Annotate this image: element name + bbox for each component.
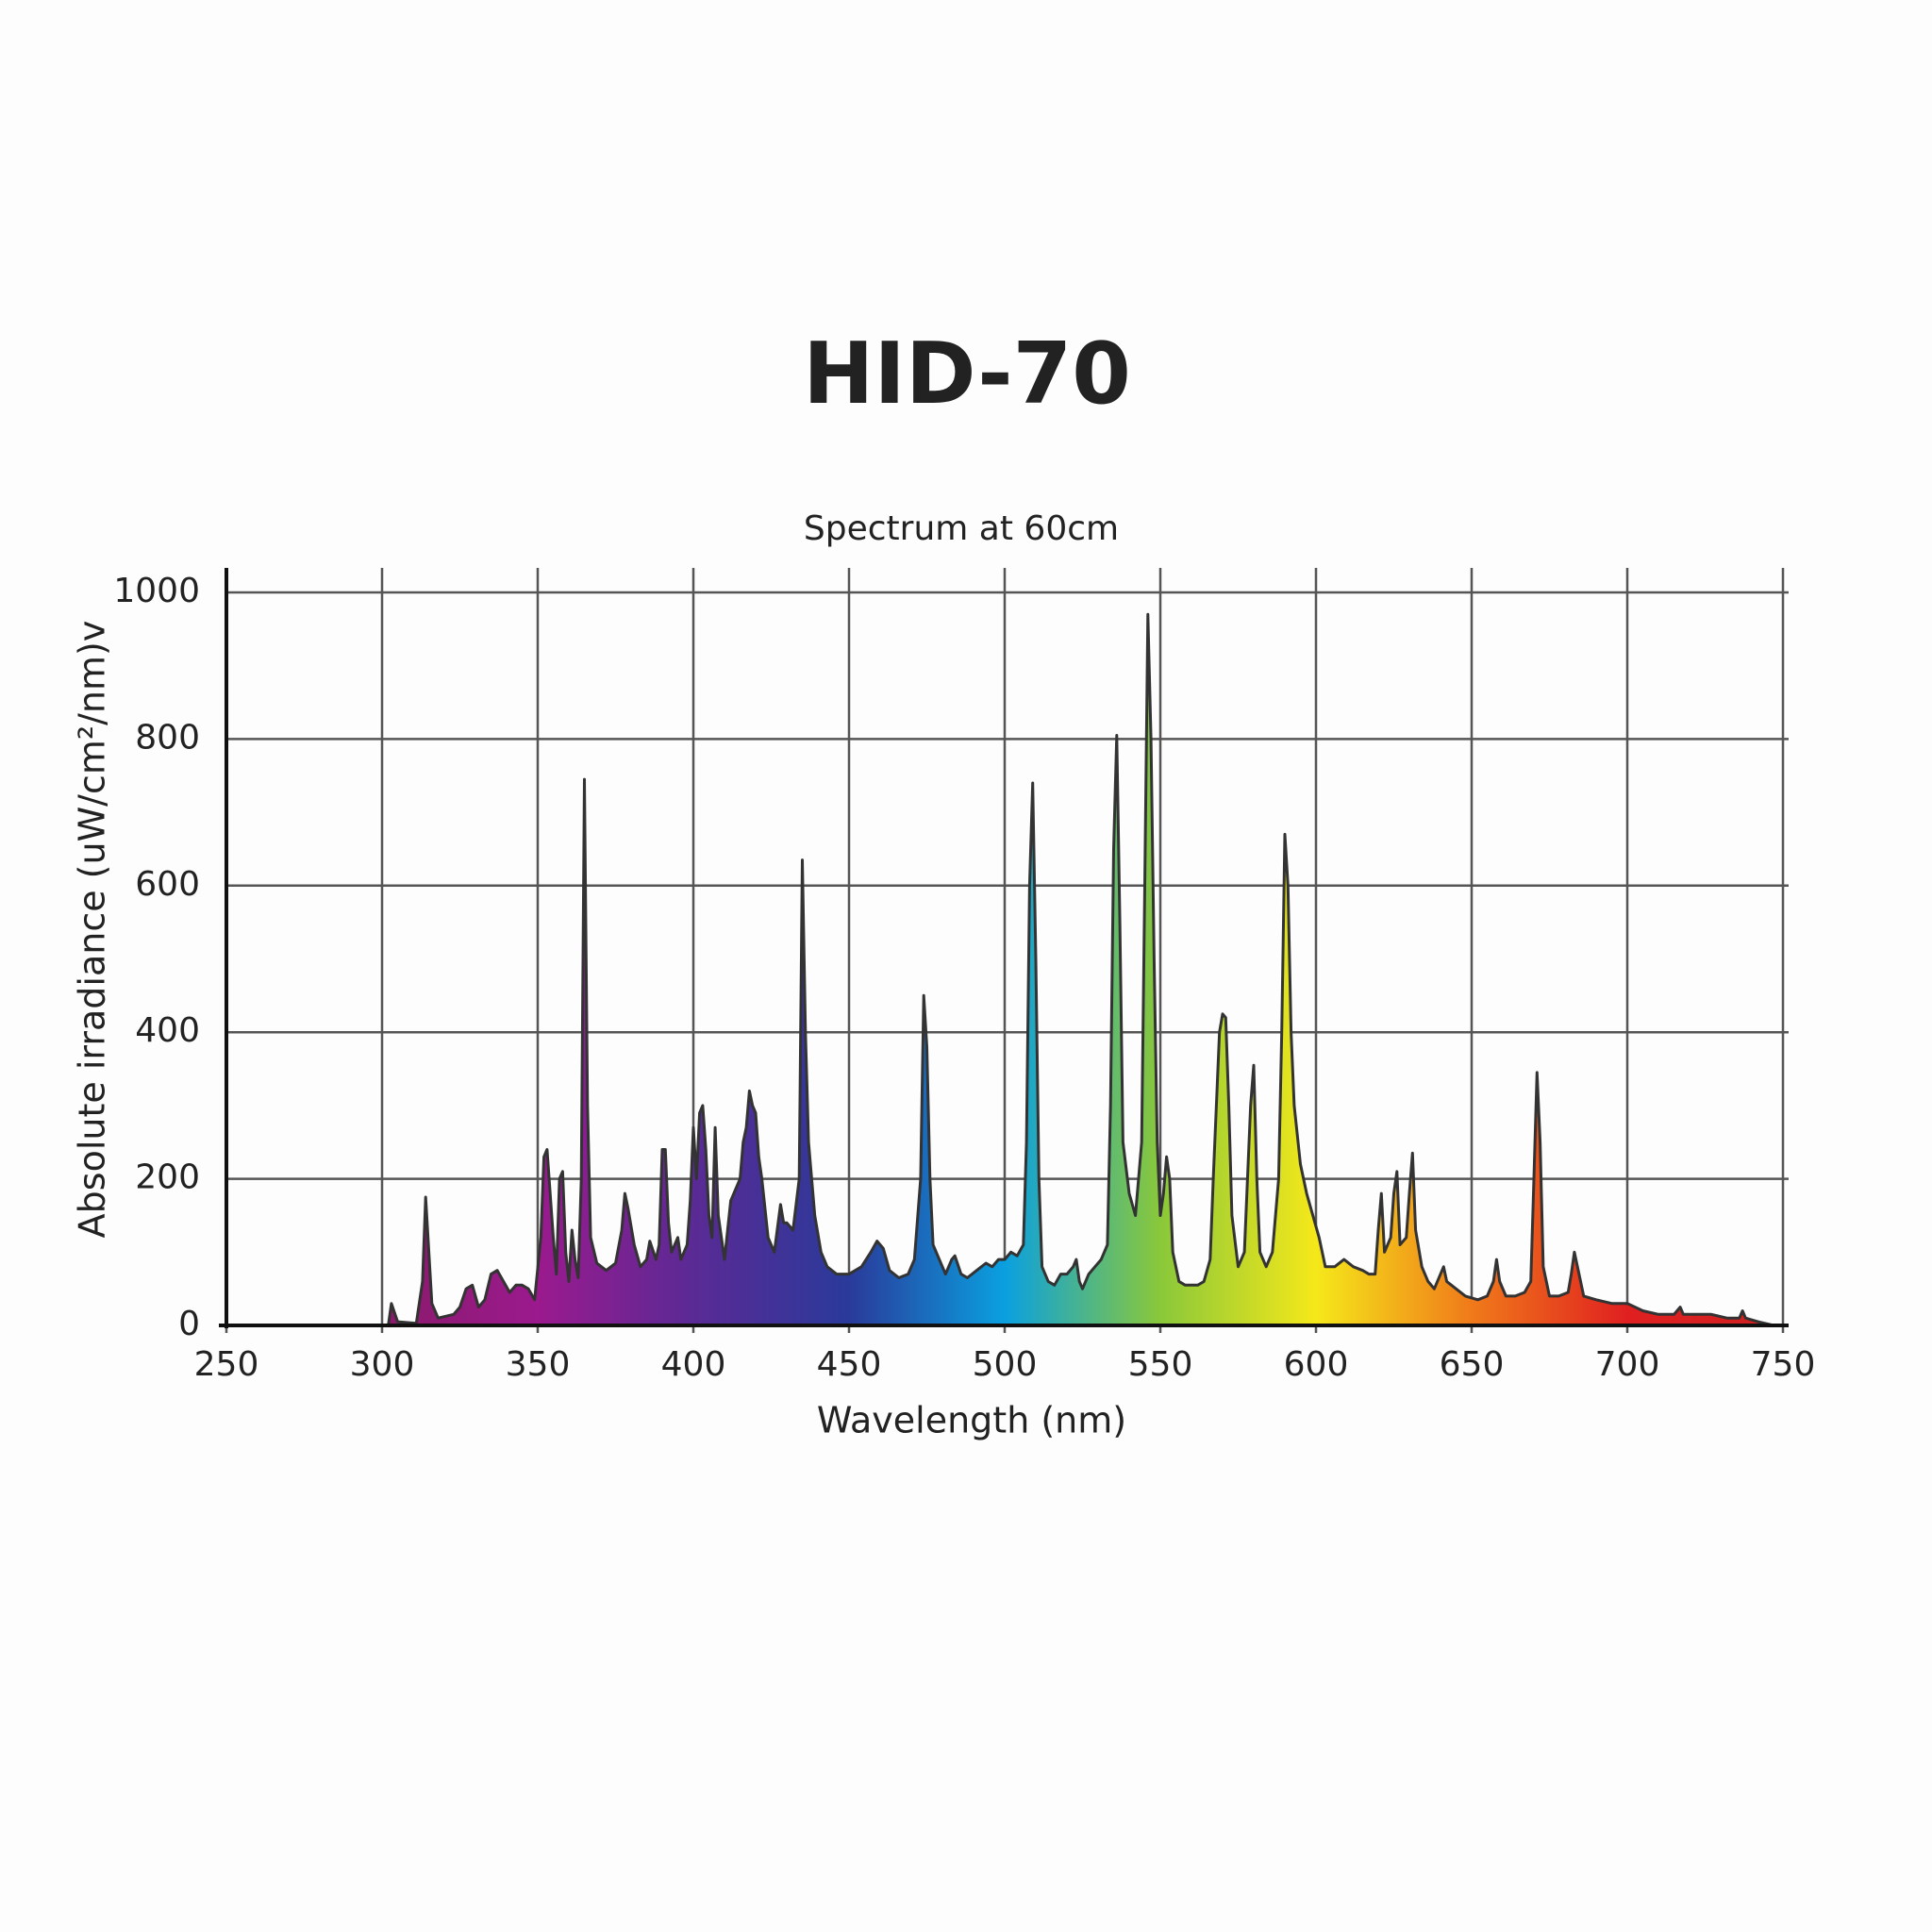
- y-tick-label: 1000: [113, 572, 200, 610]
- x-tick-label: 450: [817, 1345, 882, 1384]
- x-tick-label: 400: [661, 1345, 726, 1384]
- y-tick-label: 0: [178, 1305, 200, 1343]
- x-axis-label: Wavelength (nm): [817, 1400, 1126, 1441]
- spectrum-line: [226, 612, 1774, 1327]
- x-tick-label: 600: [1284, 1345, 1349, 1384]
- y-tick-label: 200: [135, 1158, 200, 1197]
- y-tick-label: 400: [135, 1011, 200, 1050]
- x-tick-label: 550: [1128, 1345, 1193, 1384]
- y-axis-label: Absolute irradiance (uW/cm²/nm)v: [72, 621, 113, 1239]
- x-tick-label: 350: [506, 1345, 571, 1384]
- y-tick-label: 600: [135, 865, 200, 904]
- x-tick-label: 300: [350, 1345, 415, 1384]
- x-tick-label: 750: [1751, 1345, 1816, 1384]
- x-tick-label: 700: [1595, 1345, 1660, 1384]
- y-tick-label: 800: [135, 718, 200, 757]
- x-tick-label: 250: [194, 1345, 259, 1384]
- x-tick-label: 650: [1440, 1345, 1505, 1384]
- chart-title: HID-70: [803, 325, 1131, 424]
- x-tick-label: 500: [973, 1345, 1038, 1384]
- chart-subtitle: Spectrum at 60cm: [804, 509, 1119, 548]
